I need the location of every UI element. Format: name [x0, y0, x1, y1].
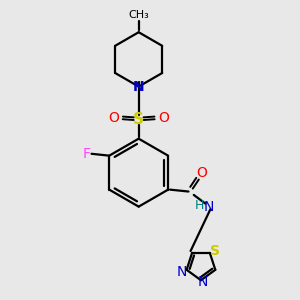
- Text: CH₃: CH₃: [128, 10, 149, 20]
- Text: N: N: [176, 265, 187, 279]
- Text: O: O: [158, 111, 169, 125]
- Text: N: N: [203, 200, 214, 214]
- Text: S: S: [133, 112, 144, 127]
- Text: S: S: [210, 244, 220, 258]
- Text: F: F: [82, 147, 91, 161]
- Text: O: O: [109, 111, 120, 125]
- Text: N: N: [133, 80, 145, 94]
- Text: O: O: [196, 166, 207, 180]
- Text: H: H: [194, 199, 204, 212]
- Text: N: N: [198, 275, 208, 289]
